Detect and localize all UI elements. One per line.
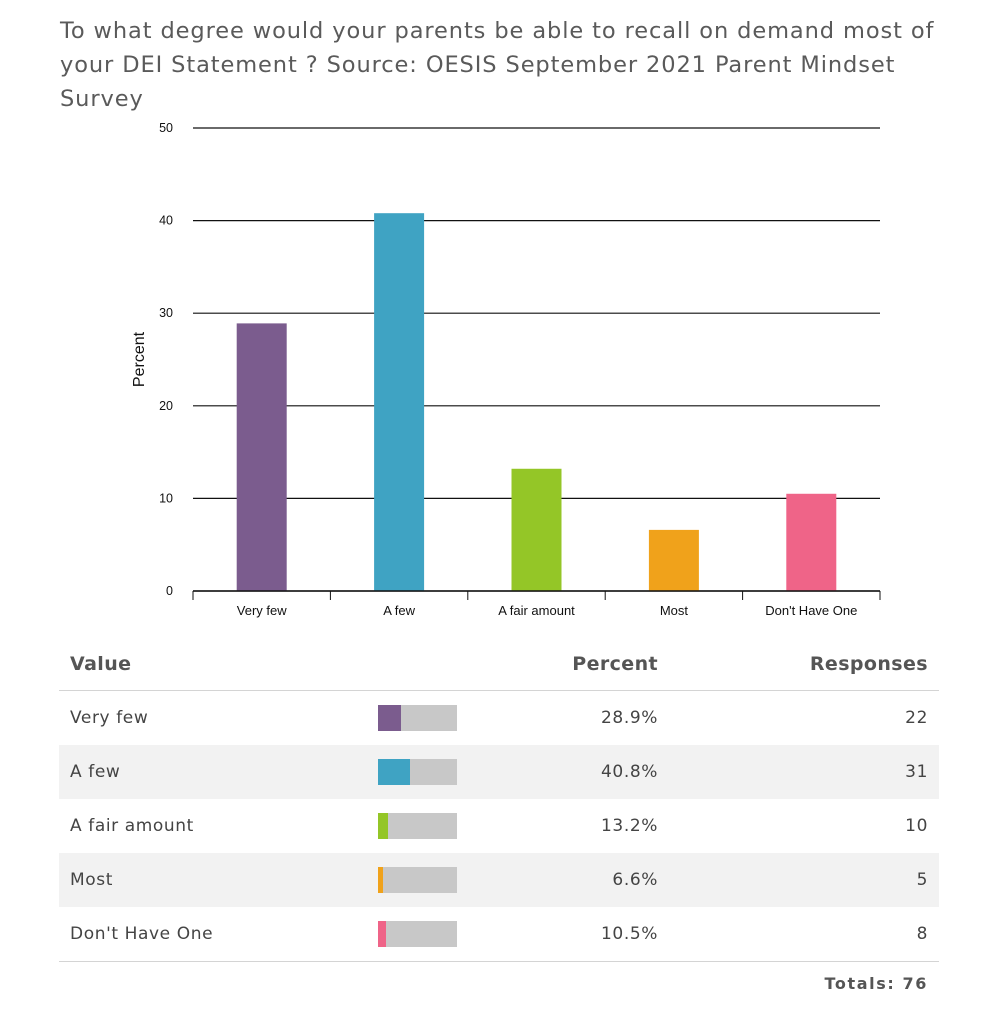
- y-tick-label: 0: [166, 584, 173, 598]
- row-percent-bar-fill: [378, 921, 387, 947]
- x-tick-label: A fair amount: [498, 603, 575, 618]
- header-percent: Percent: [572, 652, 658, 675]
- x-tick-label: A few: [383, 603, 415, 618]
- row-value: A fair amount: [70, 816, 194, 836]
- bar: [648, 529, 699, 591]
- row-percent-bar: [378, 921, 457, 947]
- y-axis-label: Percent: [131, 331, 148, 387]
- row-responses: 10: [905, 816, 928, 836]
- table-row: Very few 28.9% 22: [59, 691, 939, 745]
- y-tick-label: 30: [159, 306, 173, 320]
- row-responses: 5: [916, 870, 928, 890]
- x-tick-label: Very few: [237, 603, 287, 618]
- y-tick-label: 50: [159, 121, 173, 135]
- bar: [511, 468, 562, 591]
- results-table: Value Percent Responses Very few 28.9% 2…: [59, 637, 939, 962]
- row-responses: 31: [905, 762, 928, 782]
- table-row: Don't Have One 10.5% 8: [59, 907, 939, 962]
- row-percent-bar: [378, 705, 457, 731]
- row-percent-bar: [378, 759, 457, 785]
- row-responses: 8: [916, 924, 928, 944]
- row-percent: 10.5%: [600, 924, 658, 944]
- row-percent-bar-fill: [378, 867, 384, 893]
- row-percent-bar-fill: [378, 705, 401, 731]
- bar: [374, 213, 425, 591]
- row-percent-bar-fill: [378, 813, 389, 839]
- row-percent-bar: [378, 813, 457, 839]
- row-percent: 13.2%: [600, 816, 658, 836]
- table-row: A few 40.8% 31: [59, 745, 939, 799]
- row-percent-bar: [378, 867, 457, 893]
- bar: [786, 493, 837, 591]
- table-row: A fair amount 13.2% 10: [59, 799, 939, 853]
- row-percent: 40.8%: [600, 762, 658, 782]
- x-tick-label: Don't Have One: [765, 603, 857, 618]
- row-responses: 22: [905, 708, 928, 728]
- y-tick-label: 10: [159, 491, 173, 505]
- table-header-row: Value Percent Responses: [59, 637, 939, 691]
- y-tick-label: 40: [159, 214, 173, 228]
- chart-title: To what degree would your parents be abl…: [60, 18, 935, 112]
- row-value: A few: [70, 762, 121, 782]
- row-percent-bar-fill: [378, 759, 411, 785]
- totals-label: Totals: 76: [824, 974, 928, 993]
- header-responses: Responses: [809, 652, 928, 675]
- row-value: Don't Have One: [70, 924, 214, 944]
- bar-chart: 0 10 20 30 40 50 Percent Very few A few A fair am…: [131, 121, 881, 618]
- row-percent: 28.9%: [600, 708, 658, 728]
- bar: [236, 323, 287, 591]
- row-value: Very few: [70, 708, 149, 728]
- y-tick-label: 20: [159, 399, 173, 413]
- header-value: Value: [70, 652, 132, 675]
- row-percent: 6.6%: [612, 870, 658, 890]
- table-row: Most 6.6% 5: [59, 853, 939, 907]
- x-tick-label: Most: [660, 603, 689, 618]
- row-value: Most: [70, 870, 113, 890]
